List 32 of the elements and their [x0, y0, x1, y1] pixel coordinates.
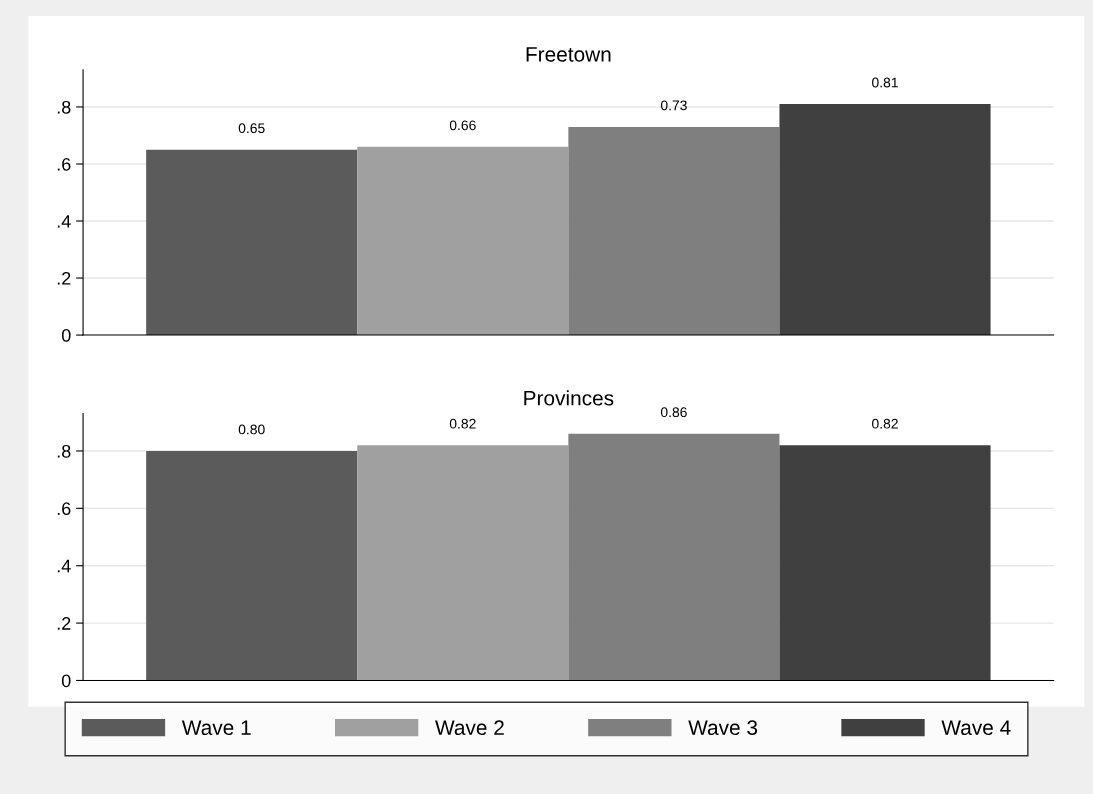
y-tick-label: .8	[57, 100, 71, 114]
bar	[146, 149, 358, 336]
y-tick-label: 0	[61, 674, 71, 688]
legend-label: Wave 4	[941, 720, 1011, 736]
data-label: 0.81	[872, 77, 898, 88]
bar	[568, 126, 780, 336]
data-label: 0.73	[660, 100, 687, 111]
chart-title: Freetown	[526, 47, 611, 62]
bar	[779, 445, 991, 681]
bar	[568, 433, 780, 681]
y-tick-label: .6	[57, 157, 71, 171]
data-label: 0.86	[660, 407, 687, 418]
data-label: 0.65	[238, 123, 265, 134]
y-tick-label: .2	[57, 617, 71, 630]
y-tick-label: .4	[57, 559, 71, 573]
legend-label: Wave 3	[688, 720, 758, 736]
legend-label: Wave 1	[181, 720, 251, 736]
data-label: 0.66	[449, 120, 476, 131]
y-tick-label: .6	[57, 502, 71, 516]
y-tick-label: 0	[61, 329, 71, 342]
bar	[779, 104, 991, 336]
y-tick-label: .2	[57, 271, 71, 285]
data-label: 0.80	[238, 424, 265, 435]
data-label: 0.82	[872, 418, 898, 429]
y-tick-label: .4	[57, 215, 71, 228]
legend-label: Wave 2	[435, 720, 504, 736]
bar	[146, 450, 358, 681]
chart-title: Provinces	[524, 390, 614, 406]
bar	[357, 445, 569, 681]
data-label: 0.82	[449, 418, 476, 429]
y-tick-label: .8	[57, 444, 71, 458]
bar	[357, 146, 569, 336]
